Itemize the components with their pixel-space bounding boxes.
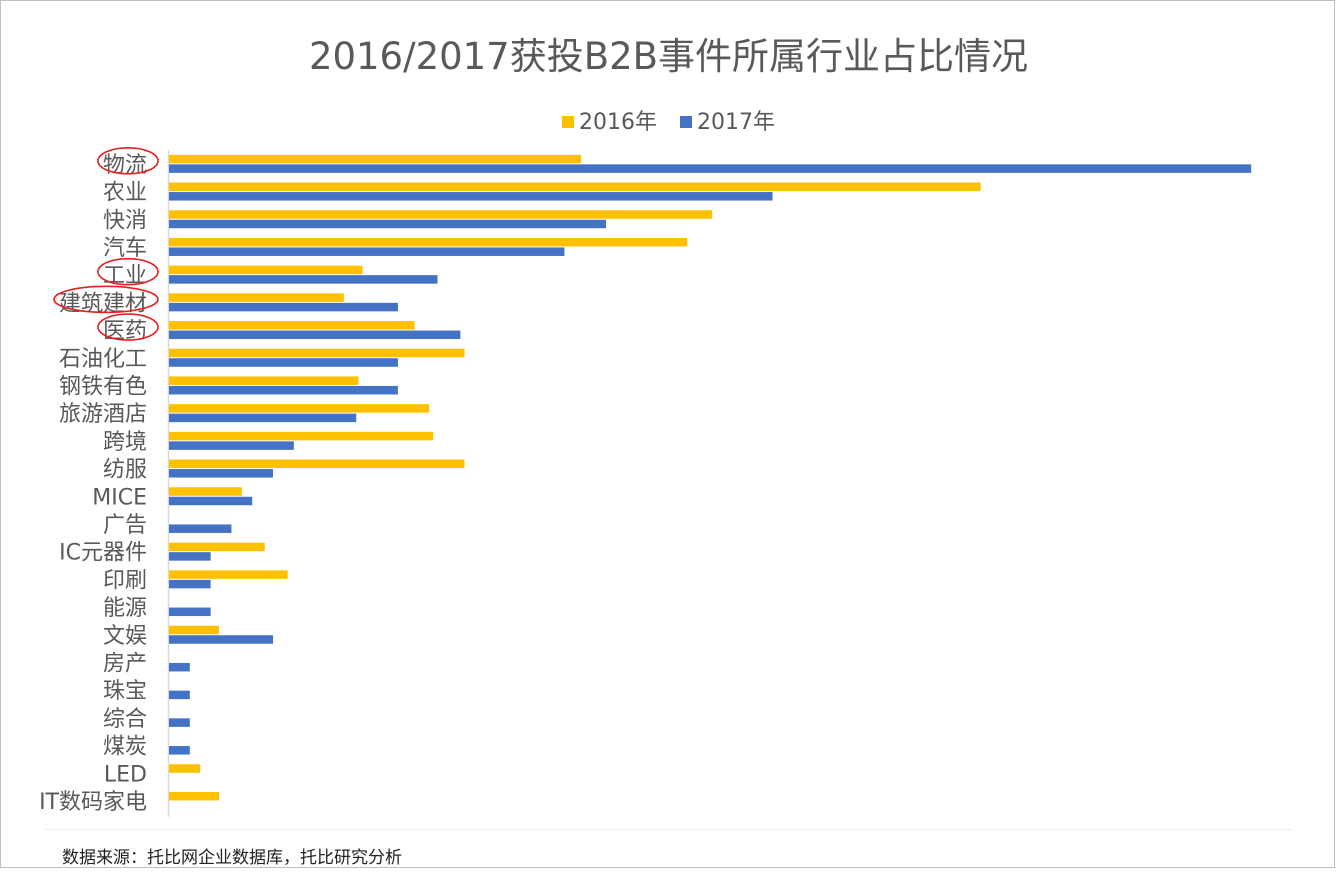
- category-label-cat-9: 旅游酒店: [59, 402, 147, 427]
- bar-2017-cat-7: [169, 358, 398, 367]
- bar-2017-cat-11: [169, 469, 274, 478]
- bar-2017-cat-3: [169, 247, 565, 256]
- bar-2017-cat-6: [169, 330, 461, 340]
- source-note: 数据来源：托比网企业数据库，托比研究分析: [62, 848, 402, 868]
- bar-2016-cat-12: [169, 487, 242, 496]
- category-label-cat-3: 汽车: [103, 236, 147, 261]
- highlight-ellipse-cat-6: [97, 313, 159, 341]
- bar-2016-cat-9: [169, 404, 430, 413]
- bar-2017-cat-17: [169, 635, 274, 644]
- category-label-cat-22: LED: [104, 762, 147, 787]
- bar-2017-cat-18: [169, 662, 190, 672]
- category-label-cat-23: IT数码家电: [39, 790, 147, 815]
- bar-2017-cat-16: [169, 607, 211, 617]
- bar-2016-cat-3: [169, 237, 688, 247]
- highlight-ellipse-cat-5: [53, 285, 159, 314]
- bar-2017-cat-8: [169, 385, 398, 395]
- bar-2017-cat-15: [169, 579, 211, 589]
- bar-2016-cat-1: [169, 182, 981, 192]
- category-label-cat-8: 钢铁有色: [59, 374, 147, 399]
- bar-2017-cat-19: [169, 690, 190, 700]
- highlight-ellipse-cat-0: [97, 147, 159, 175]
- bar-2017-cat-10: [169, 441, 294, 450]
- bar-2017-cat-5: [169, 302, 398, 312]
- category-label-cat-11: 纺服: [103, 458, 147, 483]
- category-label-cat-14: IC元器件: [59, 541, 147, 566]
- category-label-cat-17: 文娱: [103, 624, 147, 649]
- legend-item-2017: 2017年: [680, 104, 775, 136]
- bar-2017-cat-9: [169, 413, 357, 423]
- legend-swatch-2017: [680, 116, 692, 128]
- bar-2016-cat-6: [169, 321, 415, 330]
- bar-2016-cat-15: [169, 570, 288, 579]
- category-label-cat-18: 房产: [103, 651, 147, 676]
- category-label-cat-7: 石油化工: [59, 347, 147, 372]
- bar-2016-cat-2: [169, 210, 713, 219]
- bar-2016-cat-10: [169, 431, 434, 441]
- bar-2017-cat-0: [169, 164, 1252, 173]
- category-label-cat-16: 能源: [103, 596, 147, 621]
- bar-2017-cat-4: [169, 275, 438, 284]
- bar-2016-cat-5: [169, 293, 344, 302]
- category-label-cat-13: 广告: [103, 513, 147, 538]
- bar-2016-cat-8: [169, 376, 359, 385]
- bar-2016-cat-23: [169, 791, 219, 801]
- bar-2017-cat-1: [169, 192, 773, 201]
- bar-2017-cat-20: [169, 718, 190, 727]
- legend-item-2016: 2016年: [562, 104, 657, 136]
- category-label-cat-20: 综合: [103, 707, 147, 732]
- category-label-cat-21: 煤炭: [103, 735, 147, 760]
- category-label-cat-19: 珠宝: [103, 679, 147, 704]
- bar-2016-cat-7: [169, 348, 465, 358]
- highlight-ellipse-cat-4: [97, 257, 159, 286]
- bar-2017-cat-14: [169, 552, 211, 561]
- bar-2016-cat-11: [169, 459, 465, 469]
- legend-label-2016: 2016年: [579, 110, 657, 135]
- legend: 2016年 2017年: [0, 104, 1337, 136]
- bar-2017-cat-2: [169, 219, 607, 229]
- bar-2016-cat-17: [169, 625, 219, 635]
- category-label-cat-15: 印刷: [103, 568, 147, 593]
- legend-swatch-2016: [562, 116, 574, 128]
- category-label-cat-2: 快消: [103, 208, 147, 233]
- bar-2017-cat-12: [169, 496, 253, 506]
- bar-2016-cat-4: [169, 265, 363, 275]
- legend-label-2017: 2017年: [697, 110, 775, 135]
- footer-divider: [45, 829, 1293, 830]
- category-label-cat-10: 跨境: [103, 430, 147, 455]
- bar-2016-cat-22: [169, 764, 201, 773]
- bar-2017-cat-13: [169, 524, 232, 533]
- category-label-cat-1: 农业: [103, 181, 147, 206]
- bar-2016-cat-0: [169, 154, 582, 164]
- chart-title: 2016/2017获投B2B事件所属行业占比情况: [308, 35, 1029, 78]
- category-label-cat-12: MICE: [92, 485, 147, 510]
- bar-2017-cat-21: [169, 746, 190, 755]
- bar-2016-cat-14: [169, 542, 265, 552]
